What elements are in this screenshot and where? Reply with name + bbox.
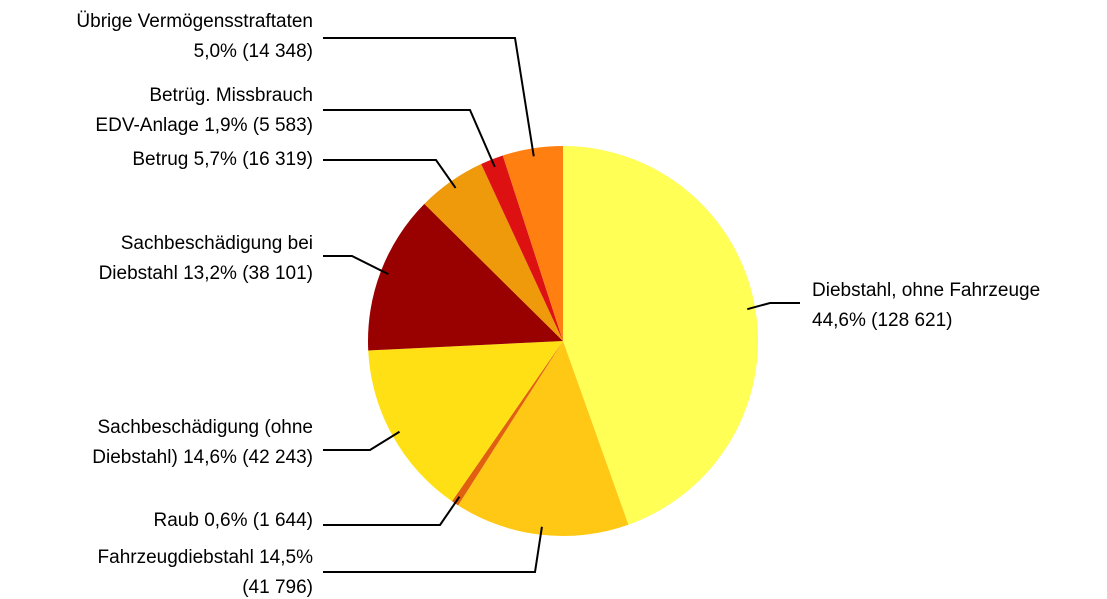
pie-slice [481, 155, 563, 341]
slice-label: Übrige Vermögensstraftaten [76, 11, 313, 32]
leader-line [323, 526, 543, 573]
leader-line [323, 496, 461, 526]
slice-label: Raub 0,6% (1 644) [154, 510, 314, 531]
slice-label: Fahrzeugdiebstahl 14,5% [98, 547, 314, 568]
slice-label: Diebstahl) 14,6% (42 243) [92, 447, 313, 468]
slice-label: (41 796) [242, 577, 313, 598]
slice-label: Diebstahl 13,2% (38 101) [99, 263, 313, 284]
slice-label: Sachbeschädigung bei [121, 233, 313, 254]
leader-line [747, 302, 800, 311]
slice-label: 5,0% (14 348) [194, 41, 313, 62]
leader-line [323, 109, 496, 168]
pie-slice [368, 203, 563, 351]
pie-slice [451, 341, 563, 506]
slice-label: Betrug 5,7% (16 319) [132, 149, 313, 170]
pie-slice [502, 146, 563, 341]
slice-label: 44,6% (128 621) [812, 310, 953, 331]
pie-slice [458, 341, 629, 536]
slice-label: Diebstahl, ohne Fahrzeuge [812, 280, 1040, 301]
leader-line [323, 159, 457, 189]
slice-label: Betrüg. Missbrauch [149, 85, 313, 106]
slice-label: EDV-Anlage 1,9% (5 583) [95, 115, 313, 136]
pie-slice [424, 164, 563, 341]
leader-line [323, 37, 535, 157]
leader-line [323, 255, 389, 276]
pie-slice [368, 341, 563, 502]
pie-slice [563, 146, 759, 525]
leader-line [323, 430, 401, 451]
slice-label: Sachbeschädigung (ohne [97, 417, 313, 438]
